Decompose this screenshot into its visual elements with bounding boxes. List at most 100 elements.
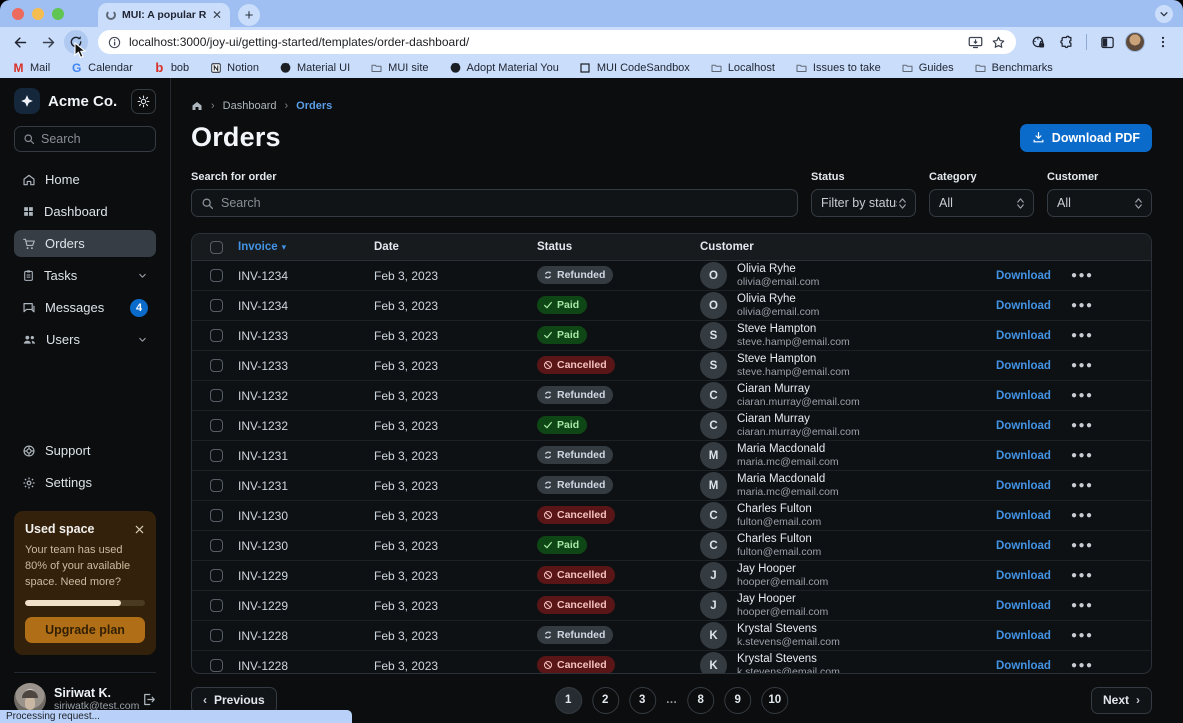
row-menu-button[interactable]: ●●● [1070,270,1094,281]
tab-close-icon[interactable]: ✕ [211,8,222,22]
download-link[interactable]: Download [996,659,1051,672]
download-link[interactable]: Download [996,299,1051,312]
sidebar-item-support[interactable]: Support [14,437,156,464]
select-all-checkbox[interactable] [210,240,223,254]
download-link[interactable]: Download [996,629,1051,642]
install-icon[interactable] [968,36,983,49]
row-menu-button[interactable]: ●●● [1070,390,1094,401]
order-search-input[interactable]: Search [191,189,798,217]
profile-button[interactable] [1123,30,1147,54]
row-checkbox[interactable] [210,479,223,492]
close-window-button[interactable] [12,7,24,20]
row-checkbox[interactable] [210,509,223,522]
address-bar[interactable]: localhost:3000/joy-ui/getting-started/te… [98,30,1016,54]
sidebar-item-messages[interactable]: Messages 4 [14,294,156,321]
download-pdf-button[interactable]: Download PDF [1019,123,1152,152]
logout-icon[interactable] [141,692,156,707]
row-checkbox[interactable] [210,269,223,282]
sidebar-item-orders[interactable]: Orders [14,230,156,257]
download-link[interactable]: Download [996,539,1051,552]
row-checkbox[interactable] [210,449,223,462]
download-link[interactable]: Download [996,359,1051,372]
row-checkbox[interactable] [210,599,223,612]
previous-page-button[interactable]: ‹ Previous [191,686,277,714]
bookmark-item[interactable]: Notion [209,61,259,74]
status-filter-select[interactable]: Filter by status [811,189,916,217]
sidebar-item-settings[interactable]: Settings [14,469,156,496]
bookmark-item[interactable]: MUI CodeSandbox [579,61,690,74]
row-checkbox[interactable] [210,419,223,432]
column-invoice[interactable]: Invoice ▾ [238,241,287,253]
sidebar-item-home[interactable]: Home [14,166,156,193]
customer-filter-select[interactable]: All [1047,189,1152,217]
row-checkbox[interactable] [210,299,223,312]
bookmark-item[interactable]: Guides [901,61,954,74]
home-breadcrumb-icon[interactable] [191,100,203,112]
bookmark-item[interactable]: Issues to take [795,61,881,74]
page-button-8[interactable]: 8 [687,686,715,714]
row-menu-button[interactable]: ●●● [1070,570,1094,581]
row-checkbox[interactable] [210,389,223,402]
tab-search-button[interactable] [1155,5,1173,23]
download-link[interactable]: Download [996,479,1051,492]
privacy-controls-button[interactable] [1026,30,1050,54]
row-menu-button[interactable]: ●●● [1070,540,1094,551]
browser-menu-button[interactable] [1151,30,1175,54]
next-page-button[interactable]: Next › [1090,686,1152,714]
close-icon[interactable] [134,524,145,535]
page-button-3[interactable]: 3 [628,686,656,714]
breadcrumb-dashboard[interactable]: Dashboard [222,100,277,112]
row-checkbox[interactable] [210,659,223,672]
row-menu-button[interactable]: ●●● [1070,330,1094,341]
forward-button[interactable] [36,30,60,54]
bookmark-item[interactable]: Adopt Material You [449,61,559,74]
back-button[interactable] [8,30,32,54]
site-info-icon[interactable] [108,36,121,49]
page-button-9[interactable]: 9 [724,686,752,714]
upgrade-plan-button[interactable]: Upgrade plan [25,617,145,643]
side-panel-button[interactable] [1095,30,1119,54]
sidebar-search-input[interactable]: Search [14,126,156,152]
bookmark-item[interactable]: Benchmarks [974,61,1053,74]
download-link[interactable]: Download [996,329,1051,342]
bookmark-item[interactable]: Localhost [710,61,775,74]
download-link[interactable]: Download [996,269,1051,282]
row-menu-button[interactable]: ●●● [1070,510,1094,521]
brand-logo-button[interactable] [14,88,40,114]
page-button-10[interactable]: 10 [761,686,789,714]
bookmark-item[interactable]: MUI site [370,61,429,74]
row-menu-button[interactable]: ●●● [1070,360,1094,371]
category-filter-select[interactable]: All [929,189,1034,217]
row-menu-button[interactable]: ●●● [1070,660,1094,671]
download-link[interactable]: Download [996,569,1051,582]
row-menu-button[interactable]: ●●● [1070,420,1094,431]
row-checkbox[interactable] [210,329,223,342]
minimize-window-button[interactable] [32,7,44,20]
page-button-1[interactable]: 1 [554,686,582,714]
download-link[interactable]: Download [996,389,1051,402]
page-button-2[interactable]: 2 [591,686,619,714]
download-link[interactable]: Download [996,599,1051,612]
bookmark-item[interactable]: b bob [153,60,189,75]
theme-toggle-button[interactable] [131,88,156,114]
row-menu-button[interactable]: ●●● [1070,300,1094,311]
bookmark-item[interactable]: Material UI [279,61,350,74]
row-checkbox[interactable] [210,359,223,372]
browser-tab[interactable]: MUI: A popular React UI fram ✕ [98,3,230,27]
download-link[interactable]: Download [996,449,1051,462]
row-menu-button[interactable]: ●●● [1070,480,1094,491]
bookmark-item[interactable]: G Calendar [70,61,133,75]
zoom-window-button[interactable] [52,7,64,20]
row-checkbox[interactable] [210,539,223,552]
download-link[interactable]: Download [996,509,1051,522]
row-checkbox[interactable] [210,629,223,642]
sidebar-item-users[interactable]: Users [14,326,156,353]
sidebar-item-tasks[interactable]: Tasks [14,262,156,289]
row-checkbox[interactable] [210,569,223,582]
sidebar-item-dashboard[interactable]: Dashboard [14,198,156,225]
reload-button[interactable] [64,30,88,59]
row-menu-button[interactable]: ●●● [1070,630,1094,641]
bookmark-star-icon[interactable] [991,35,1006,50]
new-tab-button[interactable]: + [238,4,260,26]
extensions-button[interactable] [1054,30,1078,54]
